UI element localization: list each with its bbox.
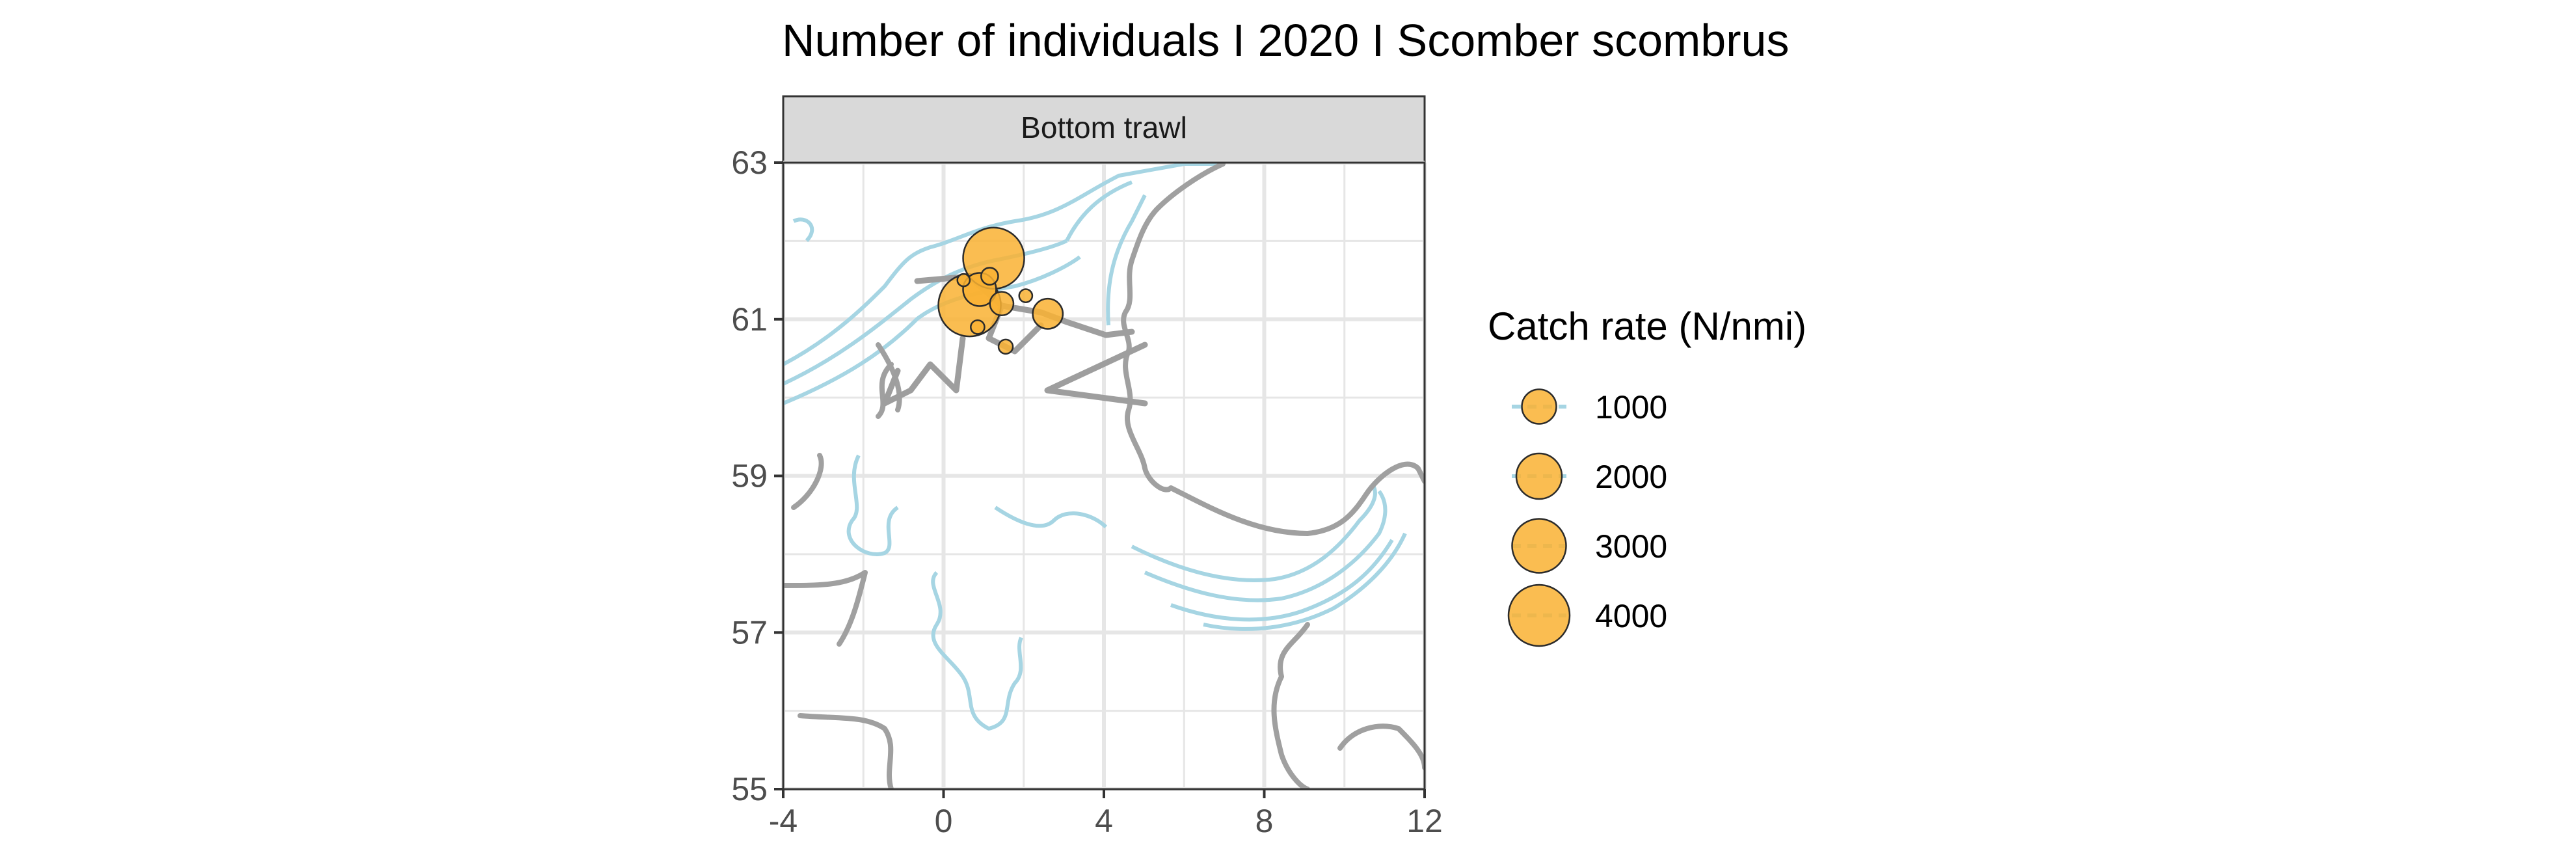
y-tick-label: 59	[731, 458, 768, 494]
depth-contour-200m	[783, 163, 1223, 386]
legend-key-circle	[1507, 584, 1571, 647]
y-tick-label: 57	[731, 614, 768, 651]
legend-label: 1000	[1595, 389, 1667, 425]
catch-point	[997, 338, 1014, 355]
survey-track-west	[881, 335, 966, 407]
legend-title: Catch rate (N/nmi)	[1488, 304, 1806, 348]
legend-label: 3000	[1595, 528, 1667, 565]
catch-point	[980, 267, 999, 286]
legend-key-circle	[1515, 452, 1563, 500]
facet-label: Bottom trawl	[1021, 111, 1187, 144]
legend-label: 2000	[1595, 459, 1667, 495]
coastline-denmark	[1271, 622, 1425, 789]
x-tick-label: 4	[1095, 803, 1113, 839]
catch-point	[1032, 297, 1064, 330]
catch-point	[989, 291, 1015, 317]
axes: -4 0 4 8 12 55 57 59 61 63	[731, 144, 1442, 839]
depth-contour-shelf	[792, 217, 1108, 731]
facet-strip	[782, 95, 1426, 164]
depth-contours	[783, 163, 1407, 731]
x-tick-label: 12	[1406, 803, 1443, 839]
y-tick-label: 55	[731, 771, 768, 807]
catch-point	[956, 273, 971, 288]
survey-track-east	[1044, 342, 1148, 407]
chart-title: Number of individuals I 2020 I Scomber s…	[782, 15, 1789, 66]
legend-label: 4000	[1595, 598, 1667, 634]
legend-key-circle	[1511, 518, 1567, 574]
x-tick-label: -4	[769, 803, 798, 839]
y-tick-label: 63	[731, 144, 768, 181]
catch-point	[1018, 288, 1034, 303]
x-tick-label: 8	[1255, 803, 1274, 839]
depth-contour-trench	[1131, 483, 1407, 631]
x-tick-label: 0	[935, 803, 953, 839]
catch-point	[970, 319, 986, 335]
legend: 1000 2000 3000 4000	[1507, 388, 1667, 647]
coastline	[783, 163, 1425, 789]
coastline-norway	[1121, 163, 1425, 536]
catch-points	[937, 226, 1064, 355]
coastline-uk	[798, 713, 894, 789]
y-tick-label: 61	[731, 301, 768, 338]
legend-key-circle	[1521, 388, 1557, 425]
